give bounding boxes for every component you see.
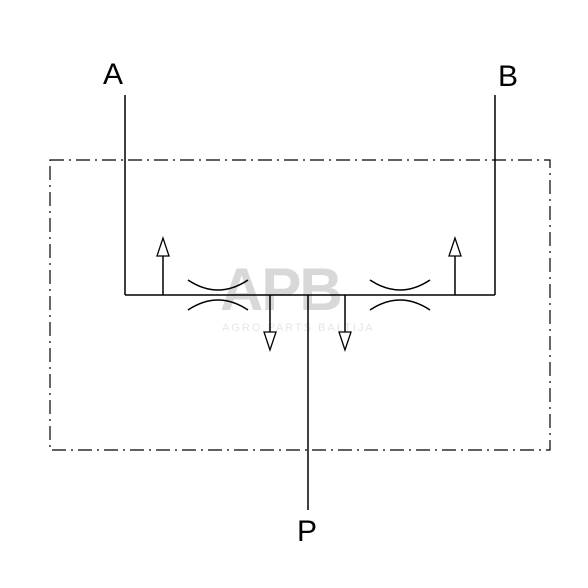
- flow-arrow-up-right: [449, 238, 461, 295]
- port-p-label: P: [297, 515, 317, 549]
- port-a-text: A: [103, 58, 123, 91]
- flow-arrow-up-left: [157, 238, 169, 295]
- port-b-text: B: [498, 60, 518, 93]
- port-b-label: B: [498, 60, 518, 94]
- port-a-label: A: [103, 58, 123, 92]
- port-p-text: P: [297, 515, 317, 548]
- flow-arrow-down-left: [264, 295, 276, 350]
- flow-arrow-down-right: [339, 295, 351, 350]
